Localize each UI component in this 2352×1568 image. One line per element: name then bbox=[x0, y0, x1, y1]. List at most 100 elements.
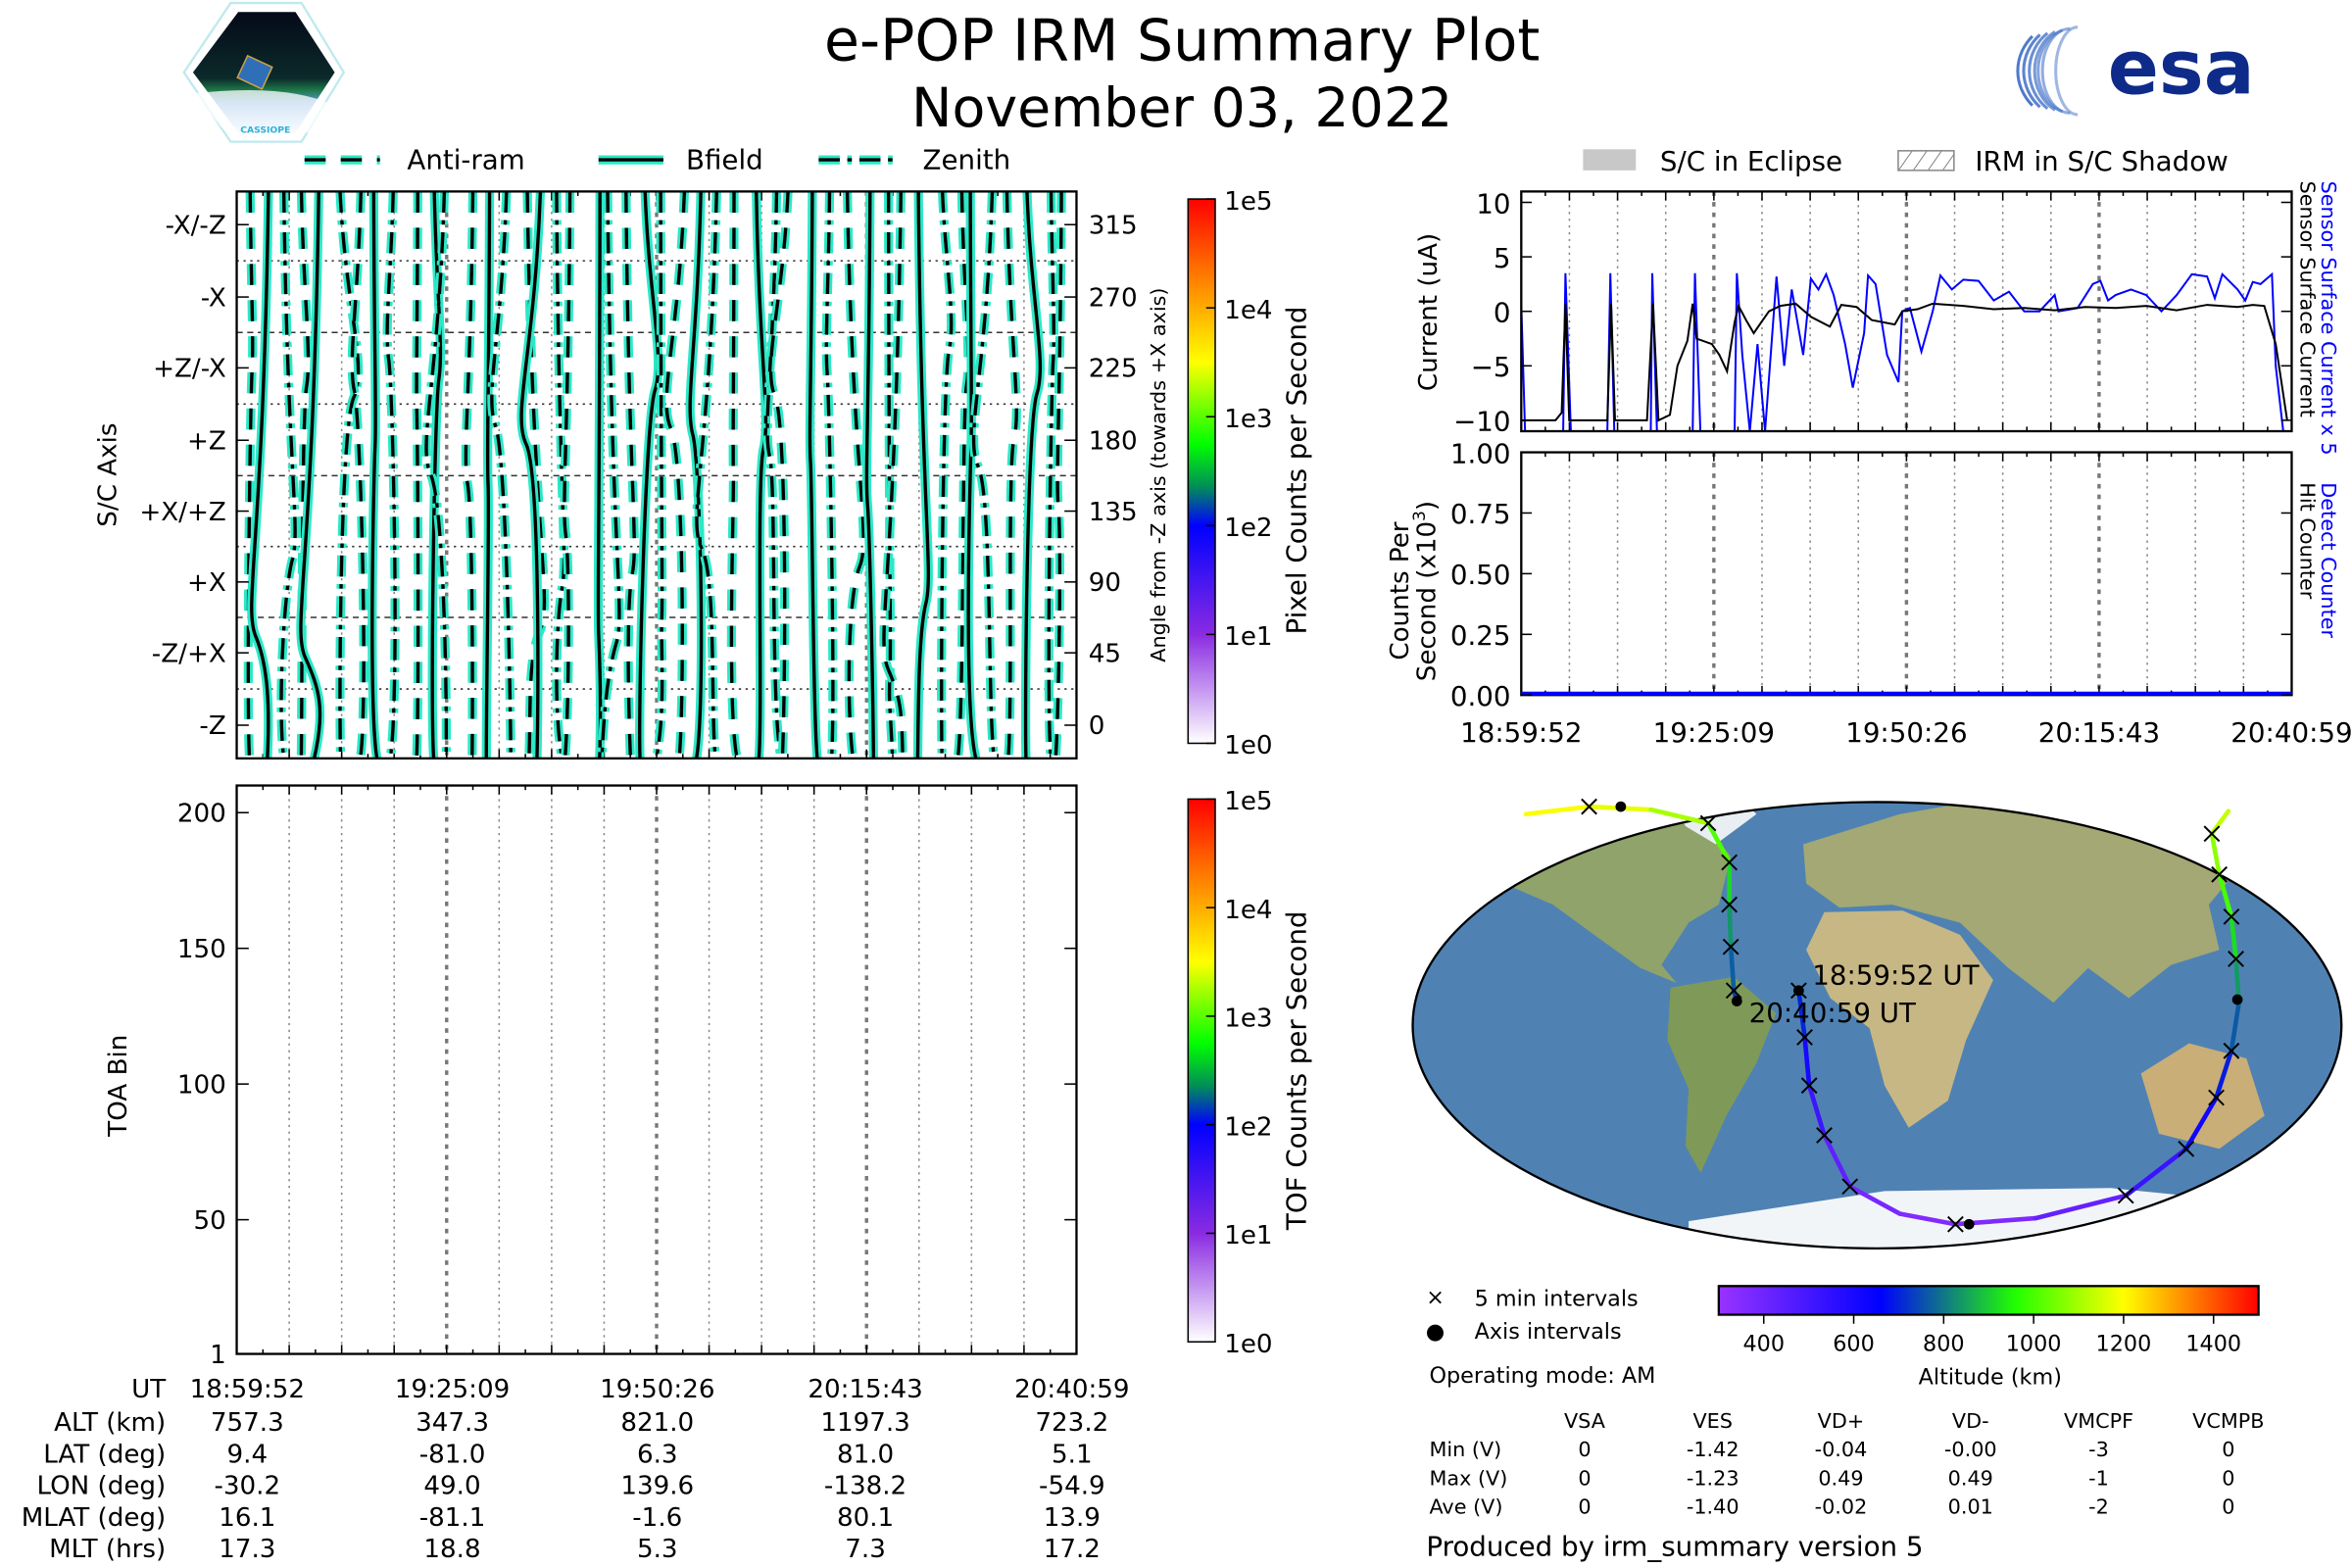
anti-ram-trace bbox=[729, 191, 739, 759]
voltage-cell: 0.01 bbox=[1948, 1495, 1993, 1519]
y-tick-label: 1 bbox=[210, 1341, 226, 1370]
right-label-blue: Sensor Surface Current x 5 bbox=[2317, 181, 2340, 456]
anti-ram-trace bbox=[1054, 191, 1063, 759]
anti-ram-trace bbox=[415, 191, 420, 759]
voltage-row-label: Ave (V) bbox=[1429, 1495, 1502, 1519]
orbit-cell: 20:15:43 bbox=[808, 1375, 922, 1404]
y-tick-label-left: +Z/-X bbox=[153, 355, 226, 384]
voltage-cell: -0.04 bbox=[1815, 1438, 1868, 1461]
orbit-track-segment bbox=[1705, 820, 1732, 865]
five-min-cross-marker bbox=[1721, 854, 1739, 871]
y-tick-label-left: -X/-Z bbox=[166, 211, 226, 240]
five-min-cross-marker bbox=[1796, 1029, 1813, 1046]
anti-ram-trace bbox=[563, 191, 572, 759]
anti-ram-trace bbox=[845, 191, 865, 759]
zenith-trace bbox=[765, 191, 783, 759]
orbit-track-segment bbox=[1728, 944, 1737, 994]
orbit-track-segment bbox=[1648, 807, 1711, 826]
x-tick-label: 18:59:52 bbox=[1460, 716, 1582, 749]
bfield-trace bbox=[484, 191, 492, 759]
x-tick-label: 20:40:59 bbox=[2230, 716, 2352, 749]
colorbar-tick-label: 1e5 bbox=[1224, 787, 1272, 816]
bfield-trace-outline bbox=[635, 191, 663, 759]
orbit-cell: 6.3 bbox=[637, 1440, 678, 1469]
orbit-row-label: UT bbox=[131, 1375, 167, 1404]
five-min-cross-marker bbox=[1581, 798, 1597, 815]
shadow-swatch bbox=[1897, 150, 1955, 172]
orbit-row-label: MLT (hrs) bbox=[49, 1535, 166, 1564]
esa-ring-icon bbox=[2016, 34, 2034, 107]
orbit-track-segment bbox=[2217, 872, 2234, 919]
zenith-trace bbox=[971, 191, 997, 759]
orbit-cell: 1197.3 bbox=[820, 1408, 909, 1438]
esa-ring-icon bbox=[2022, 33, 2041, 109]
voltage-cell: 0.49 bbox=[1818, 1466, 1863, 1490]
colorbar-tick-label: 1e1 bbox=[1224, 622, 1272, 652]
legend-item-zenith: Zenith bbox=[818, 143, 1010, 175]
anti-ram-trace bbox=[768, 191, 790, 759]
y-tick-label: 50 bbox=[194, 1206, 226, 1236]
anti-ram-trace bbox=[882, 191, 905, 759]
voltage-cell: -1 bbox=[2088, 1466, 2109, 1490]
y-tick-label: 10 bbox=[1476, 187, 1510, 220]
orbit-track-segment bbox=[1897, 1211, 1958, 1227]
orbit-track-segment bbox=[1802, 1035, 1812, 1089]
orbit-track-segment bbox=[2123, 1147, 2189, 1199]
esa-ring-icon bbox=[2033, 30, 2056, 112]
zenith-trace bbox=[600, 191, 621, 759]
colorbar-tick-label: 1e3 bbox=[1224, 1004, 1272, 1034]
y-tick-label-left: +X bbox=[187, 568, 226, 598]
esa-logo: esa bbox=[2016, 24, 2255, 117]
voltage-column-header: VMCPF bbox=[2064, 1409, 2133, 1433]
legend-label: 5 min intervals bbox=[1475, 1286, 1639, 1311]
bfield-trace bbox=[808, 191, 819, 759]
orbit-row-label: LON (deg) bbox=[36, 1472, 166, 1501]
orbit-cell: -30.2 bbox=[214, 1472, 280, 1501]
bfield-trace bbox=[688, 191, 704, 759]
cassiope-logo-text: CASSIOPE bbox=[240, 124, 290, 135]
cassiope-logo: CASSIOPE bbox=[182, 1, 346, 143]
y-tick-label: −10 bbox=[1453, 406, 1510, 438]
y-tick-label-right: 45 bbox=[1089, 639, 1121, 668]
orbit-cell: 723.2 bbox=[1035, 1408, 1108, 1438]
esa-ring-icon bbox=[2028, 31, 2049, 110]
colorbar-tick-label: 400 bbox=[1742, 1331, 1785, 1356]
anti-ram-trace bbox=[1004, 191, 1018, 759]
bfield-trace bbox=[250, 191, 270, 759]
five-min-cross-marker bbox=[2223, 1042, 2240, 1059]
orbit-track-segment bbox=[1727, 902, 1734, 950]
altitude-colorbar: 400 600 800 1000 1200 1400 Altitude (km) bbox=[1717, 1285, 2260, 1390]
orbit-cell: -81.1 bbox=[419, 1503, 486, 1533]
orbit-track-segment bbox=[2229, 1000, 2241, 1054]
y-axis-right-title: Angle from -Z axis (towards +X axis) bbox=[1147, 288, 1170, 662]
y-tick-label: 0.00 bbox=[1450, 680, 1511, 712]
esa-ring-icon bbox=[2036, 28, 2064, 114]
bfield-trace bbox=[864, 191, 876, 759]
orbit-row-label: MLAT (deg) bbox=[22, 1503, 167, 1533]
right-label-blue: Detect Counter bbox=[2317, 482, 2340, 638]
axis-interval-dot bbox=[1793, 985, 1804, 997]
page-title: e-POP IRM Summary Plot bbox=[824, 8, 1540, 74]
legend-label: Bfield bbox=[686, 143, 763, 175]
colorbar-tick-label: 1e1 bbox=[1224, 1221, 1272, 1250]
right-label-black: Sensor Surface Current bbox=[2296, 181, 2320, 417]
voltage-column-header: VD- bbox=[1952, 1409, 1989, 1433]
esa-logo-text: esa bbox=[2108, 24, 2255, 112]
legend-label: Axis intervals bbox=[1475, 1319, 1622, 1345]
axis-interval-dot bbox=[1615, 801, 1627, 812]
orbit-track-segment bbox=[2229, 914, 2238, 961]
y-tick-label-left: +Z bbox=[187, 426, 226, 456]
legend-label: Zenith bbox=[923, 143, 1011, 175]
five-min-cross-marker bbox=[1699, 814, 1717, 832]
voltage-cell: 0 bbox=[2222, 1466, 2234, 1490]
orbit-track-segment bbox=[1822, 1133, 1853, 1190]
y-tick-label-left: +X/+Z bbox=[139, 498, 225, 527]
five-min-cross-marker bbox=[1725, 982, 1742, 1000]
anti-ram-trace bbox=[956, 191, 970, 759]
voltage-cell: 0 bbox=[1578, 1495, 1591, 1519]
sensor-surface-current-line bbox=[1521, 302, 2288, 422]
y-tick-label-right: 0 bbox=[1089, 711, 1105, 741]
orbit-cell: 139.6 bbox=[620, 1472, 694, 1501]
five-min-cross-marker bbox=[1946, 1215, 1964, 1233]
